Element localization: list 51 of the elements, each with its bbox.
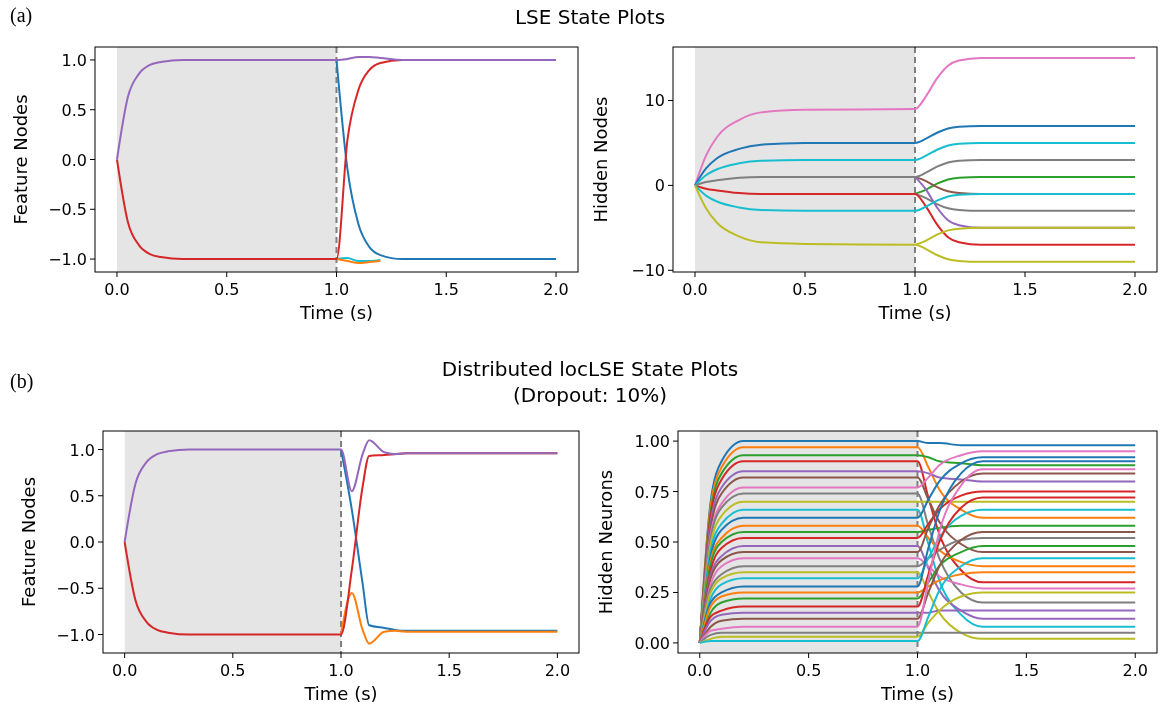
y-tick-label: 0.00 <box>634 633 670 653</box>
x-axis-title: Time (s) <box>298 302 374 323</box>
y-axis-title: Hidden Nodes <box>590 96 611 223</box>
y-tick-label: 0 <box>654 176 665 196</box>
text: (b) <box>10 370 34 393</box>
x-tick-label: 2.0 <box>1122 280 1148 299</box>
x-tick-label: 1.5 <box>433 280 459 299</box>
x-axis-title: Time (s) <box>303 683 378 704</box>
y-tick-label: 1.0 <box>69 440 95 460</box>
x-tick-label: 1.0 <box>323 280 350 299</box>
y-tick-label: −10 <box>631 261 665 281</box>
x-tick-label: 0.0 <box>111 661 138 680</box>
x-tick-label: 0.0 <box>687 661 713 680</box>
x-tick-label: 2.0 <box>1122 661 1148 680</box>
y-tick-label: 0.25 <box>634 583 670 603</box>
y-tick-label: 1.00 <box>634 432 670 452</box>
y-axis-title: Feature Nodes <box>10 94 31 225</box>
x-tick-label: 1.5 <box>436 661 462 680</box>
x-tick-label: 0.5 <box>214 280 240 299</box>
y-tick-label: 0.0 <box>69 533 95 552</box>
y-tick-label: −1.0 <box>48 250 87 270</box>
y-axis-title: Hidden Neurons <box>595 469 616 615</box>
y-tick-label: 0.5 <box>69 486 95 506</box>
chart-title: Distributed locLSE State Plots <box>441 357 739 381</box>
y-tick-label: −1.0 <box>56 625 95 645</box>
chart-subtitle: (Dropout: 10%) <box>512 383 668 407</box>
y-axis-title: Feature Nodes <box>18 476 39 608</box>
x-axis-title: Time (s) <box>879 683 955 704</box>
x-tick-label: 2.0 <box>544 661 571 680</box>
y-tick-label: 0.5 <box>61 100 87 120</box>
x-tick-label: 1.0 <box>902 280 928 299</box>
y-tick-label: 0.0 <box>61 150 87 170</box>
y-tick-label: 0.50 <box>634 533 670 552</box>
x-tick-label: 0.0 <box>104 280 130 299</box>
x-tick-label: 1.0 <box>904 661 931 680</box>
y-tick-label: −0.5 <box>56 579 95 599</box>
x-axis-title: Time (s) <box>877 302 952 323</box>
x-tick-label: 1.0 <box>328 661 354 680</box>
x-tick-label: 1.5 <box>1012 280 1038 299</box>
x-tick-label: 0.0 <box>682 280 708 299</box>
y-tick-label: 10 <box>644 91 665 111</box>
x-tick-label: 0.5 <box>792 280 818 299</box>
x-tick-label: 1.5 <box>1013 661 1040 680</box>
x-tick-label: 0.5 <box>220 661 246 680</box>
chart-title: LSE State Plots <box>514 5 666 29</box>
x-tick-label: 2.0 <box>543 280 569 299</box>
y-tick-label: −0.5 <box>48 200 87 220</box>
text: (a) <box>10 4 33 27</box>
y-tick-label: 1.0 <box>61 50 87 70</box>
y-tick-label: 0.75 <box>634 482 670 502</box>
x-tick-label: 0.5 <box>795 661 822 680</box>
